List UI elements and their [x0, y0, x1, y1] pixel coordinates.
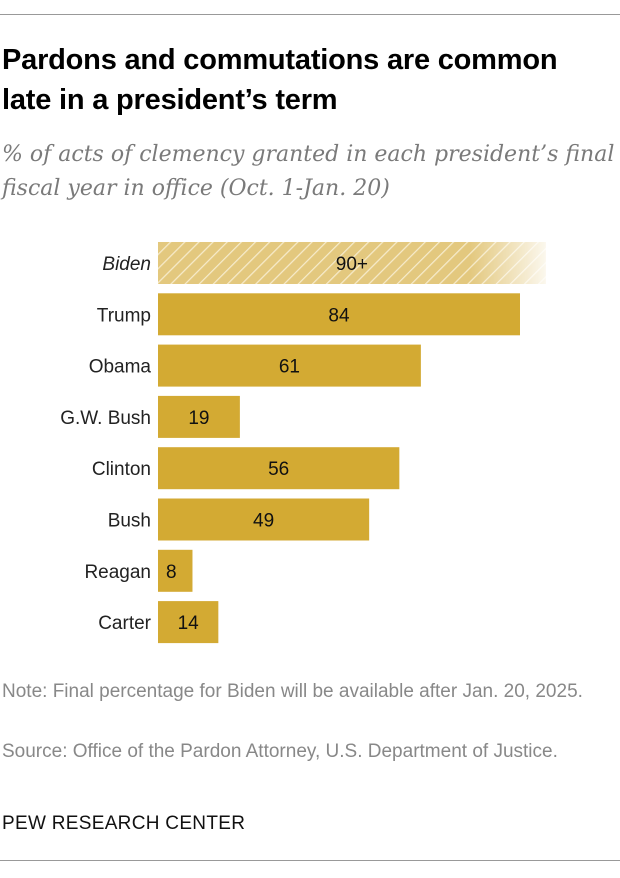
category-label: Bush [108, 511, 151, 532]
brand-logo-text: PEW RESEARCH CENTER [2, 813, 246, 834]
chart-subtitle: % of acts of clemency granted in each pr… [2, 142, 615, 201]
chart-title: Pardons and commutations are common late… [2, 44, 558, 116]
value-label: 56 [268, 459, 289, 480]
bar-carter [158, 601, 219, 644]
bar-reagan [158, 549, 193, 592]
value-label: 90+ [336, 254, 368, 275]
category-label: G.W. Bush [60, 408, 151, 429]
category-label: Biden [102, 254, 151, 275]
category-label: Trump [97, 305, 151, 326]
value-label: 84 [328, 305, 350, 326]
value-label: 61 [279, 357, 300, 378]
chart-note: Note: Final percentage for Biden will be… [2, 681, 583, 702]
value-label: 49 [253, 511, 274, 532]
category-label: Obama [89, 357, 152, 378]
bar-obama [158, 344, 421, 387]
bar-clinton [158, 447, 400, 490]
bar-biden [158, 242, 546, 284]
top-rule [0, 14, 620, 15]
chart-source: Source: Office of the Pardon Attorney, U… [2, 741, 558, 762]
bottom-rule [0, 860, 620, 861]
bar-bush [158, 498, 370, 541]
value-label: 8 [166, 562, 177, 583]
value-label: 19 [188, 408, 209, 429]
category-label: Clinton [92, 459, 151, 480]
bar-g-w-bush [158, 395, 240, 438]
category-label: Reagan [84, 562, 151, 583]
bar-chart: Biden 90+ Trump 84 Obama 61 G.W. Bush 19 Clinton… [60, 242, 546, 644]
value-label: 14 [178, 613, 200, 634]
category-label: Carter [98, 613, 151, 634]
bar-trump [158, 293, 520, 336]
